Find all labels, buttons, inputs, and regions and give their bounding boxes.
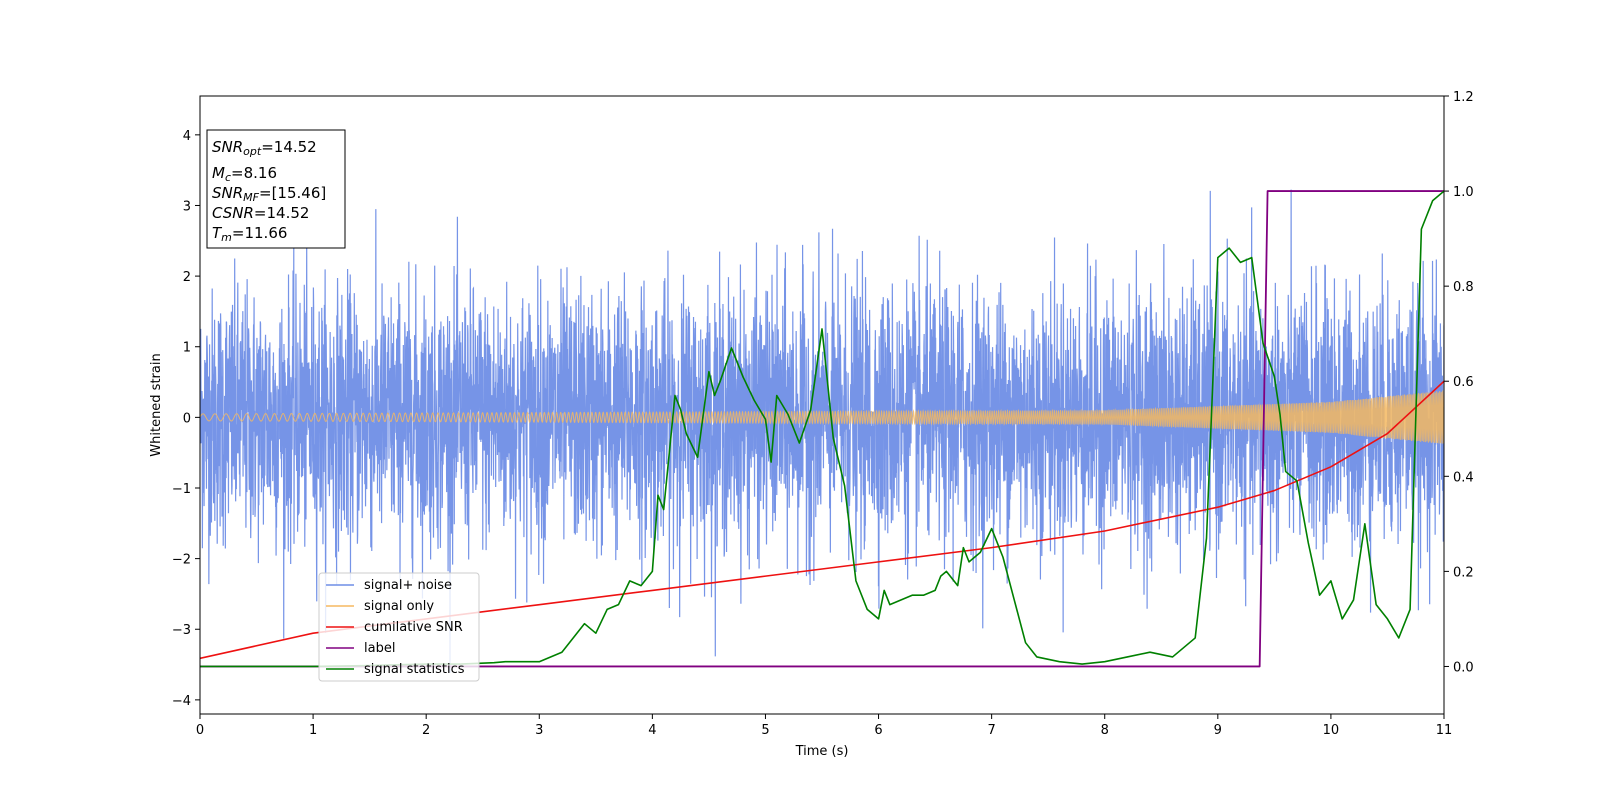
y-axis-left: −4 −3 −2 −1 0 1 2 3 4 [172,129,200,709]
y-axis-right: 0.0 0.2 0.4 0.6 0.8 1.0 1.2 [1444,90,1474,675]
y-tick-label: 2 [183,270,191,285]
y-tick-label: −4 [172,694,191,709]
annotation-tm: Tm=11.66 [212,224,287,244]
mc-value: =8.16 [231,164,277,182]
annotation-box: SNRopt=14.52 Mc=8.16 SNRMF=[15.46] CSNR=… [206,129,346,249]
x-tick-label: 6 [874,723,882,738]
legend-label-label: label [364,641,395,656]
annotation-snr-opt: SNRopt=14.52 [212,138,317,158]
x-tick-label: 11 [1436,723,1453,738]
x-tick-label: 5 [761,723,769,738]
x-axis: 0 1 2 3 4 5 6 7 8 9 10 11 [196,714,1452,738]
y-tick-label: −2 [172,553,191,568]
series-signal-statistics-line [200,190,1444,668]
snr-opt-value: =14.52 [261,138,317,156]
x-axis-label: Time (s) [795,744,849,759]
mc-label: M [212,164,225,182]
annotation-snr-mf: SNRMF=[15.46] [212,184,326,204]
series-label-line [200,190,1444,668]
snr-opt-label: SNR [212,138,243,156]
x-tick-label: 3 [535,723,543,738]
tm-value: =11.66 [232,224,288,242]
y2-tick-label: 0.6 [1453,375,1474,390]
snr-mf-label: SNR [212,184,243,202]
x-tick-label: 10 [1323,723,1340,738]
y-tick-label: 0 [183,411,191,426]
plot-frame [199,95,1445,715]
y2-tick-label: 1.2 [1453,90,1474,105]
annotation-mc: Mc=8.16 [212,164,277,184]
y-tick-label: 4 [183,129,191,144]
legend-label-cumulative-snr: cumilative SNR [364,620,463,635]
y2-tick-label: 0.2 [1453,565,1474,580]
y2-tick-label: 0.8 [1453,280,1474,295]
snr-mf-value: =[15.46] [259,184,326,202]
mc-sub: c [225,171,231,184]
y-axis-label: Whitened strain [149,353,164,456]
csnr-label: CSNR [212,204,254,222]
y-tick-label: 1 [183,341,191,356]
y2-tick-label: 0.4 [1453,470,1474,485]
legend-label-statistics: signal statistics [364,662,465,677]
legend: signal+ noise signal only cumilative SNR… [318,572,480,682]
x-tick-label: 9 [1214,723,1222,738]
y-tick-label: −1 [172,482,191,497]
x-tick-label: 8 [1101,723,1109,738]
snr-mf-sub: MF [243,191,259,204]
x-tick-label: 1 [309,723,317,738]
annotation-frame [206,129,346,249]
y-tick-label: −3 [172,623,191,638]
legend-label-signal: signal only [364,599,434,614]
tm-sub: m [221,231,232,244]
x-tick-label: 2 [422,723,430,738]
annotation-csnr: CSNR=14.52 [212,204,309,222]
y2-tick-label: 1.0 [1453,185,1474,200]
y-tick-label: 3 [183,199,191,214]
csnr-value: =14.52 [254,204,310,222]
tm-label: T [212,224,223,242]
series-signal-only-line [200,390,1444,444]
legend-label-noise: signal+ noise [364,578,452,593]
legend-frame [318,572,480,682]
y2-tick-label: 0.0 [1453,660,1474,675]
x-tick-label: 7 [987,723,995,738]
x-tick-label: 0 [196,723,204,738]
x-tick-label: 4 [648,723,656,738]
snr-opt-sub: opt [243,145,262,158]
